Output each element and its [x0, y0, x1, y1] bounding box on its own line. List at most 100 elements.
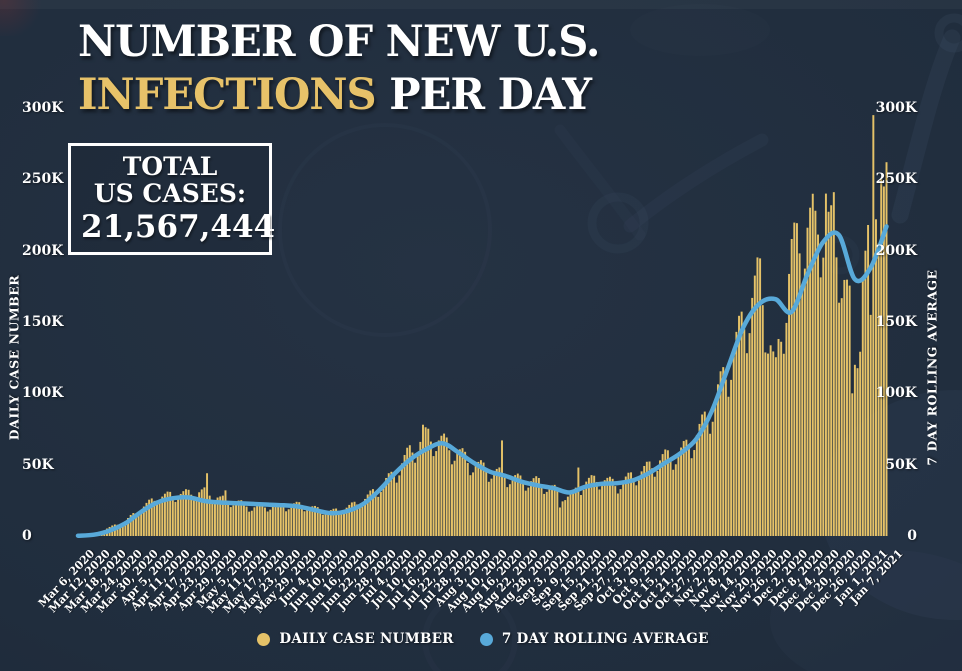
- daily-case-bar: [427, 428, 430, 536]
- daily-case-bar: [408, 445, 411, 536]
- legend-item-rolling-average: 7 DAY ROLLING AVERAGE: [479, 631, 709, 647]
- daily-case-bar: [674, 464, 677, 536]
- y-tick-label-right: 200K: [875, 242, 917, 259]
- daily-case-bar: [340, 513, 343, 536]
- daily-case-bar: [445, 437, 448, 536]
- daily-case-bar: [377, 496, 380, 536]
- daily-case-bar: [838, 302, 841, 536]
- daily-case-bar: [798, 253, 801, 536]
- daily-case-bar: [751, 297, 754, 536]
- y-tick-label-left: 250K: [22, 171, 64, 188]
- daily-case-bar: [353, 501, 356, 536]
- daily-case-bar: [324, 513, 327, 536]
- daily-case-bar: [856, 368, 859, 536]
- daily-case-bar: [722, 367, 725, 536]
- daily-case-bar: [303, 511, 306, 536]
- daily-case-bar: [364, 498, 367, 536]
- daily-case-bar: [208, 495, 211, 536]
- daily-case-bar: [277, 503, 280, 536]
- daily-case-bar: [458, 449, 461, 536]
- daily-case-bar: [524, 490, 527, 536]
- daily-case-bar: [661, 454, 664, 536]
- daily-case-bar: [374, 492, 377, 536]
- daily-case-bar: [119, 525, 122, 536]
- daily-case-bar: [709, 433, 712, 536]
- y-tick-label-right: 250K: [875, 171, 917, 188]
- total-cases-value: 21,567,444: [81, 209, 276, 245]
- daily-case-bar: [698, 423, 701, 536]
- daily-case-bar: [780, 341, 783, 536]
- daily-case-bar: [677, 453, 680, 536]
- legend-label-rolling-average: 7 DAY ROLLING AVERAGE: [501, 631, 709, 647]
- daily-case-bar: [306, 510, 309, 536]
- daily-case-bar: [435, 451, 438, 536]
- total-cases-box: TOTAL US CASES: 21,567,444: [68, 143, 276, 255]
- daily-case-bar: [601, 486, 604, 536]
- daily-case-bar: [432, 456, 435, 536]
- daily-case-bar: [282, 507, 285, 536]
- daily-case-bar: [764, 352, 767, 536]
- daily-case-bar: [869, 314, 872, 536]
- daily-case-bar: [861, 279, 864, 536]
- daily-case-bar: [395, 482, 398, 536]
- daily-case-bar: [577, 467, 580, 536]
- daily-case-bar: [848, 285, 851, 536]
- daily-case-bar: [216, 497, 219, 536]
- daily-case-bar: [785, 322, 788, 536]
- daily-case-bar: [877, 243, 880, 536]
- daily-case-bar: [653, 476, 656, 536]
- daily-case-bar: [213, 501, 216, 536]
- daily-case-bar: [822, 257, 825, 536]
- daily-case-bar: [714, 399, 717, 536]
- daily-case-bar: [827, 211, 830, 536]
- daily-case-bar: [127, 517, 130, 536]
- daily-case-bar: [835, 257, 838, 536]
- daily-case-bar: [772, 351, 775, 536]
- daily-case-bar: [479, 460, 482, 536]
- daily-case-bar: [240, 500, 243, 536]
- daily-case-bar: [801, 290, 804, 536]
- daily-case-bar: [256, 505, 259, 536]
- daily-case-bar: [332, 508, 335, 536]
- daily-case-bar: [851, 393, 854, 536]
- daily-case-bar: [603, 480, 606, 536]
- daily-case-bar: [585, 481, 588, 536]
- daily-case-bar: [182, 491, 185, 536]
- daily-case-bar: [540, 485, 543, 536]
- daily-case-bar: [688, 447, 690, 536]
- daily-case-bar: [724, 379, 727, 536]
- total-box-line1: TOTAL: [122, 152, 218, 181]
- daily-case-bar: [261, 504, 264, 536]
- daily-case-bar: [580, 495, 582, 536]
- daily-case-bar: [424, 427, 427, 536]
- daily-case-bar: [474, 465, 477, 536]
- daily-case-bar: [774, 357, 777, 536]
- daily-case-bar: [740, 311, 743, 536]
- daily-case-bar: [864, 250, 867, 537]
- daily-case-bar: [614, 486, 617, 536]
- daily-case-bar: [453, 460, 456, 536]
- daily-case-bar: [611, 478, 614, 536]
- daily-case-bar: [132, 513, 135, 536]
- daily-case-bar: [814, 210, 817, 536]
- daily-case-bar: [637, 480, 640, 536]
- daily-case-bar: [411, 452, 414, 536]
- daily-case-bar: [738, 315, 740, 536]
- daily-case-bar: [148, 499, 151, 536]
- daily-case-bar: [406, 447, 409, 536]
- daily-case-bar: [229, 507, 232, 536]
- daily-case-bar: [192, 500, 195, 536]
- daily-case-bar: [337, 510, 340, 536]
- chart-legend: DAILY CASE NUMBER 7 DAY ROLLING AVERAGE: [78, 631, 888, 647]
- daily-case-bar: [735, 331, 738, 536]
- daily-case-bar: [530, 481, 532, 536]
- chart-title-line2: INFECTIONS PER DAY: [78, 69, 599, 122]
- daily-case-bar: [398, 475, 401, 536]
- daily-case-bar: [285, 511, 288, 536]
- legend-label-daily-cases: DAILY CASE NUMBER: [279, 631, 454, 647]
- daily-case-bar: [258, 503, 261, 536]
- daily-case-bar: [840, 298, 843, 536]
- daily-case-bar: [403, 454, 406, 536]
- daily-case-bar: [566, 496, 569, 536]
